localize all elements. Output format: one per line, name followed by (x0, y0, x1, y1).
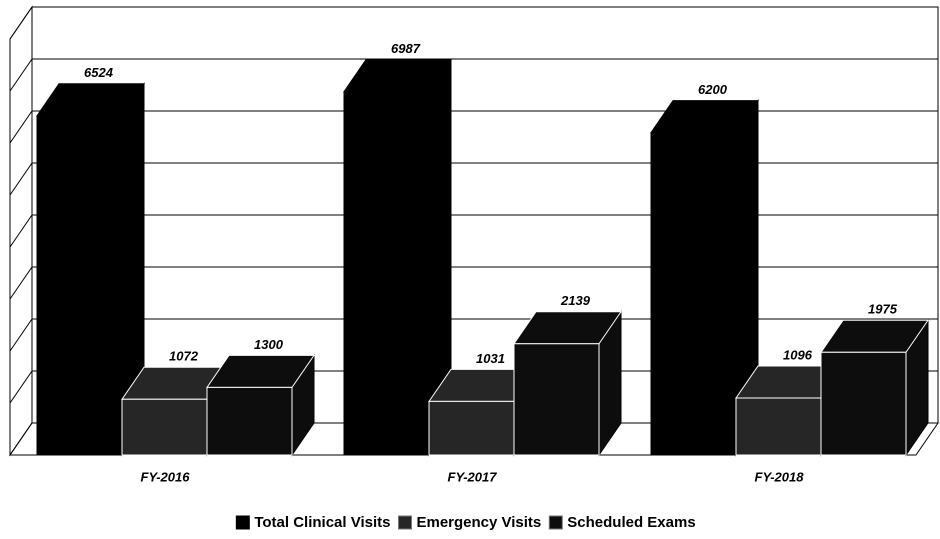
bar (121, 398, 208, 456)
value-label: 6524 (84, 65, 114, 80)
bar (428, 400, 515, 456)
bar (513, 343, 600, 456)
bar (650, 132, 737, 456)
bar (343, 91, 430, 456)
grid-line (9, 162, 938, 196)
value-label: 1300 (254, 337, 284, 352)
value-label: 1072 (169, 349, 199, 364)
legend-swatch (548, 515, 563, 530)
bar (206, 386, 293, 456)
value-label: 2139 (560, 293, 591, 308)
x-tick-label: FY-2018 (755, 469, 805, 484)
value-label: 1096 (783, 347, 813, 362)
bar (820, 351, 907, 456)
legend-label: Scheduled Exams (567, 514, 695, 531)
grid-line (9, 6, 938, 40)
grid-line (9, 422, 938, 456)
legend-swatch (397, 515, 412, 530)
bar (735, 397, 822, 456)
x-tick-label: FY-2017 (448, 469, 498, 484)
bar (36, 115, 123, 456)
grid-line (9, 266, 938, 300)
grid-line (9, 370, 938, 404)
grid-line (9, 110, 938, 144)
grid-line (9, 214, 938, 248)
x-tick-label: FY-2016 (141, 469, 191, 484)
legend-label: Total Clinical Visits (254, 514, 390, 531)
value-label: 1031 (476, 351, 505, 366)
grid-line (9, 58, 938, 92)
value-label: 6200 (698, 82, 728, 97)
legend-swatch (235, 515, 250, 530)
legend-label: Emergency Visits (416, 514, 541, 531)
value-label: 1975 (868, 302, 898, 317)
grid-line (9, 318, 938, 352)
value-label: 6987 (391, 41, 421, 56)
